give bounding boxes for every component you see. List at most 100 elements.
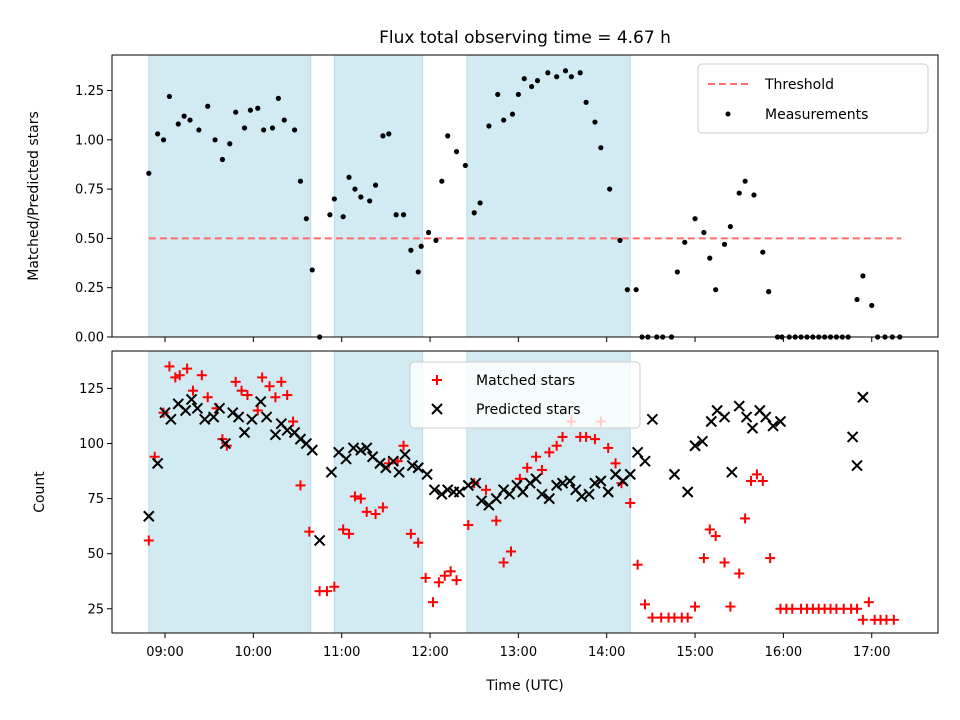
bottom-legend: Matched stars Predicted stars (409, 361, 641, 429)
matched-point (329, 581, 340, 592)
matched-point (557, 431, 568, 442)
matched-point (857, 614, 868, 625)
measurement-point (219, 156, 226, 163)
matched-point (170, 372, 181, 383)
measurement-point (751, 192, 757, 198)
legend-matched-swatch (432, 375, 442, 385)
measurement-point (269, 125, 276, 131)
predicted-point (767, 420, 779, 432)
predicted-point (595, 475, 607, 487)
predicted-point (260, 411, 273, 423)
predicted-point (726, 466, 738, 478)
matched-point (264, 381, 275, 392)
bottom-x-ticks: 09:00 10:00 11:00 12:00 13:00 14:00 15:00 16:00… (146, 633, 890, 660)
measurement-point (255, 105, 261, 111)
predicted-marker (431, 403, 443, 415)
predicted-point (436, 488, 448, 500)
matched-point (480, 484, 491, 495)
measurement-point (592, 119, 598, 125)
predicted-point (564, 475, 576, 487)
predicted-point (143, 510, 155, 522)
measurement-point (415, 269, 421, 275)
predicted-point (219, 437, 232, 450)
matched-point (787, 603, 798, 614)
matched-point (746, 475, 757, 486)
matched-point (202, 392, 213, 403)
matched-point (581, 431, 592, 442)
measurement-point (766, 289, 772, 295)
predicted-point (646, 413, 659, 426)
predicted-point (213, 402, 226, 414)
legend-predicted-label: Predicted stars (476, 402, 581, 418)
legend-threshold-label: Threshold (764, 77, 834, 93)
predicted-point (517, 486, 529, 498)
predicted-point (374, 457, 386, 470)
matched-point (413, 537, 424, 548)
matched-point (888, 614, 899, 625)
matched-point (757, 475, 768, 486)
measurement-point (291, 127, 298, 133)
x-tick-label: 15:00 (676, 645, 713, 660)
measurement-point (453, 149, 460, 155)
matched-point (589, 434, 600, 445)
top-legend-box (697, 63, 929, 134)
measurement-point (400, 212, 407, 218)
bottom-predicted-series (143, 391, 869, 547)
predicted-point (681, 486, 694, 498)
predicted-point (503, 488, 516, 500)
predicted-point (246, 413, 258, 426)
predicted-point (524, 477, 536, 489)
predicted-point (639, 455, 651, 467)
predicted-point (575, 490, 588, 503)
matched-point (498, 557, 509, 568)
measurement-point (742, 178, 748, 184)
matched-point (270, 392, 281, 403)
y-tick-label: 25 (87, 602, 104, 617)
predicted-point (631, 446, 644, 459)
measurement-point (721, 241, 728, 247)
matched-point (725, 601, 736, 612)
matched-point (765, 553, 776, 564)
measurement-point (196, 127, 202, 133)
measurement-point (727, 223, 733, 230)
predicted-point (191, 402, 204, 414)
bottom-ylabel: Count (32, 471, 48, 513)
predicted-point (536, 488, 548, 500)
predicted-point (412, 462, 424, 474)
predicted-point (306, 444, 318, 456)
matched-point (252, 405, 263, 416)
predicted-point (387, 455, 399, 467)
matched-point (506, 546, 517, 557)
matched-point (398, 440, 409, 451)
x-tick-label: 10:00 (235, 645, 272, 660)
measurement-point (205, 103, 211, 109)
shaded-interval (148, 350, 312, 634)
measurement-point (583, 99, 589, 105)
measurement-point (303, 216, 309, 222)
matched-point (647, 612, 658, 623)
predicted-point (550, 479, 563, 492)
measurement-point (445, 133, 451, 139)
measurement-point (187, 117, 193, 123)
matched-point (257, 372, 268, 383)
measurement-point (393, 212, 399, 218)
measurement-point (860, 273, 866, 279)
bottom-matched-series (143, 361, 899, 625)
predicted-point (462, 479, 475, 492)
measurement-point (331, 196, 337, 202)
matched-point (451, 575, 462, 586)
measurement-point (534, 78, 541, 84)
matched-point (143, 535, 154, 546)
top-x-ticks (164, 337, 873, 342)
measurement-point (281, 117, 287, 123)
measurement-point (433, 237, 439, 243)
predicted-point (668, 468, 681, 481)
measurement-point (297, 178, 304, 184)
predicted-point (453, 486, 466, 498)
predicted-point (185, 393, 198, 406)
measurement-point (568, 74, 574, 80)
shaded-interval (333, 54, 424, 338)
measurement-point (598, 145, 604, 151)
predicted-point (199, 413, 211, 426)
